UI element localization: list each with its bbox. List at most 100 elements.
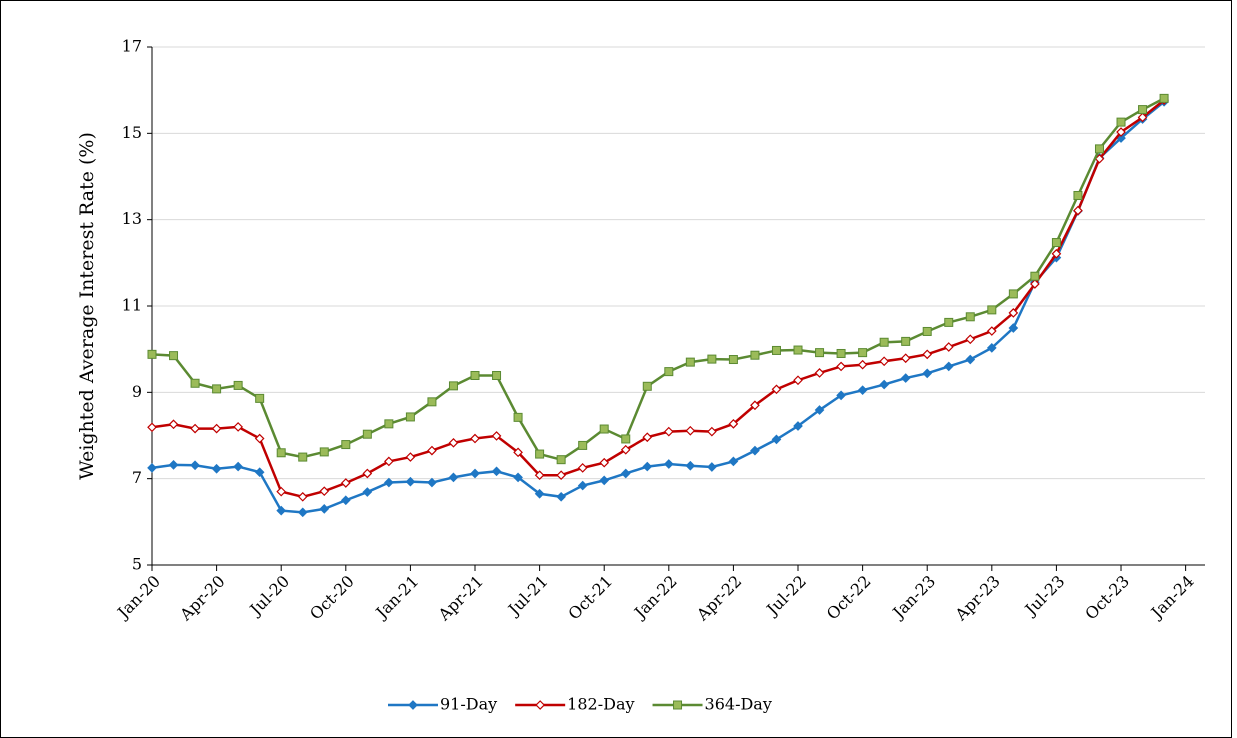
point: [384, 477, 394, 488]
point: [922, 326, 932, 336]
point: [836, 361, 846, 372]
point: [663, 459, 674, 469]
point: [620, 468, 631, 479]
point: [340, 478, 351, 488]
point: [384, 456, 394, 467]
point: [1030, 279, 1040, 289]
point: [879, 337, 889, 347]
point: [965, 312, 975, 322]
point: [814, 405, 825, 415]
point: [492, 370, 502, 380]
point: [1116, 117, 1126, 127]
point: [190, 423, 200, 434]
y-tick-label: 7: [132, 468, 142, 487]
point: [1030, 271, 1040, 281]
point: [190, 460, 200, 471]
point: [836, 390, 846, 401]
point: [190, 378, 200, 388]
point: [276, 486, 287, 497]
point: [986, 326, 997, 336]
point: [922, 349, 933, 360]
point: [642, 432, 653, 443]
point: [944, 317, 954, 327]
point: [1137, 112, 1148, 123]
point: [1159, 93, 1169, 103]
point: [943, 342, 954, 352]
point: [1008, 289, 1018, 299]
point: [577, 463, 588, 473]
point: [362, 487, 373, 497]
point: [147, 463, 157, 473]
point: [836, 348, 846, 358]
point: [254, 467, 265, 478]
y-tick-label: 11: [122, 296, 142, 315]
point: [728, 355, 738, 365]
point: [857, 359, 868, 370]
point: [965, 354, 976, 365]
legend-marker: [535, 700, 546, 710]
point: [276, 448, 286, 458]
point: [297, 491, 308, 502]
point: [771, 434, 782, 445]
point: [577, 480, 588, 491]
y-tick-label: 5: [132, 555, 142, 574]
y-axis-label: Weighted Average Interest Rate (%): [76, 132, 98, 480]
point: [405, 476, 416, 487]
point: [298, 452, 308, 462]
point: [448, 437, 459, 448]
legend-marker: [673, 700, 683, 710]
point: [297, 507, 308, 518]
point: [707, 462, 717, 472]
point: [663, 426, 674, 437]
point: [578, 440, 588, 450]
point: [534, 470, 545, 481]
point: [750, 445, 760, 456]
point: [405, 412, 415, 422]
point: [254, 433, 265, 444]
point: [513, 412, 523, 422]
point: [599, 424, 609, 434]
y-tick-label: 17: [122, 37, 142, 56]
point: [513, 447, 523, 458]
point: [535, 449, 545, 459]
point: [169, 351, 179, 361]
point: [362, 429, 372, 439]
point: [491, 431, 502, 441]
point: [233, 422, 243, 432]
y-tick-label: 15: [122, 123, 142, 142]
point: [448, 472, 459, 483]
point: [599, 457, 610, 468]
point: [513, 472, 523, 483]
point: [233, 461, 243, 472]
point: [534, 488, 545, 499]
point: [1051, 238, 1061, 248]
point: [405, 452, 416, 462]
point: [815, 348, 825, 358]
point: [793, 345, 803, 355]
point: [685, 357, 695, 367]
point: [771, 345, 781, 355]
point: [599, 475, 610, 486]
point: [707, 354, 717, 364]
point: [900, 373, 911, 383]
point: [858, 348, 868, 358]
point: [620, 444, 631, 455]
point: [750, 350, 760, 360]
point: [1138, 105, 1148, 115]
point: [879, 379, 889, 390]
point: [211, 463, 222, 474]
legend-marker: [408, 700, 418, 710]
point: [664, 367, 674, 377]
point: [922, 368, 933, 379]
point: [556, 491, 566, 502]
point: [642, 381, 652, 391]
point: [470, 433, 480, 444]
point: [168, 419, 179, 430]
point: [319, 504, 330, 514]
point: [147, 422, 157, 433]
point: [168, 460, 179, 470]
y-tick-label: 9: [132, 382, 142, 401]
point: [986, 343, 997, 353]
point: [276, 505, 287, 516]
